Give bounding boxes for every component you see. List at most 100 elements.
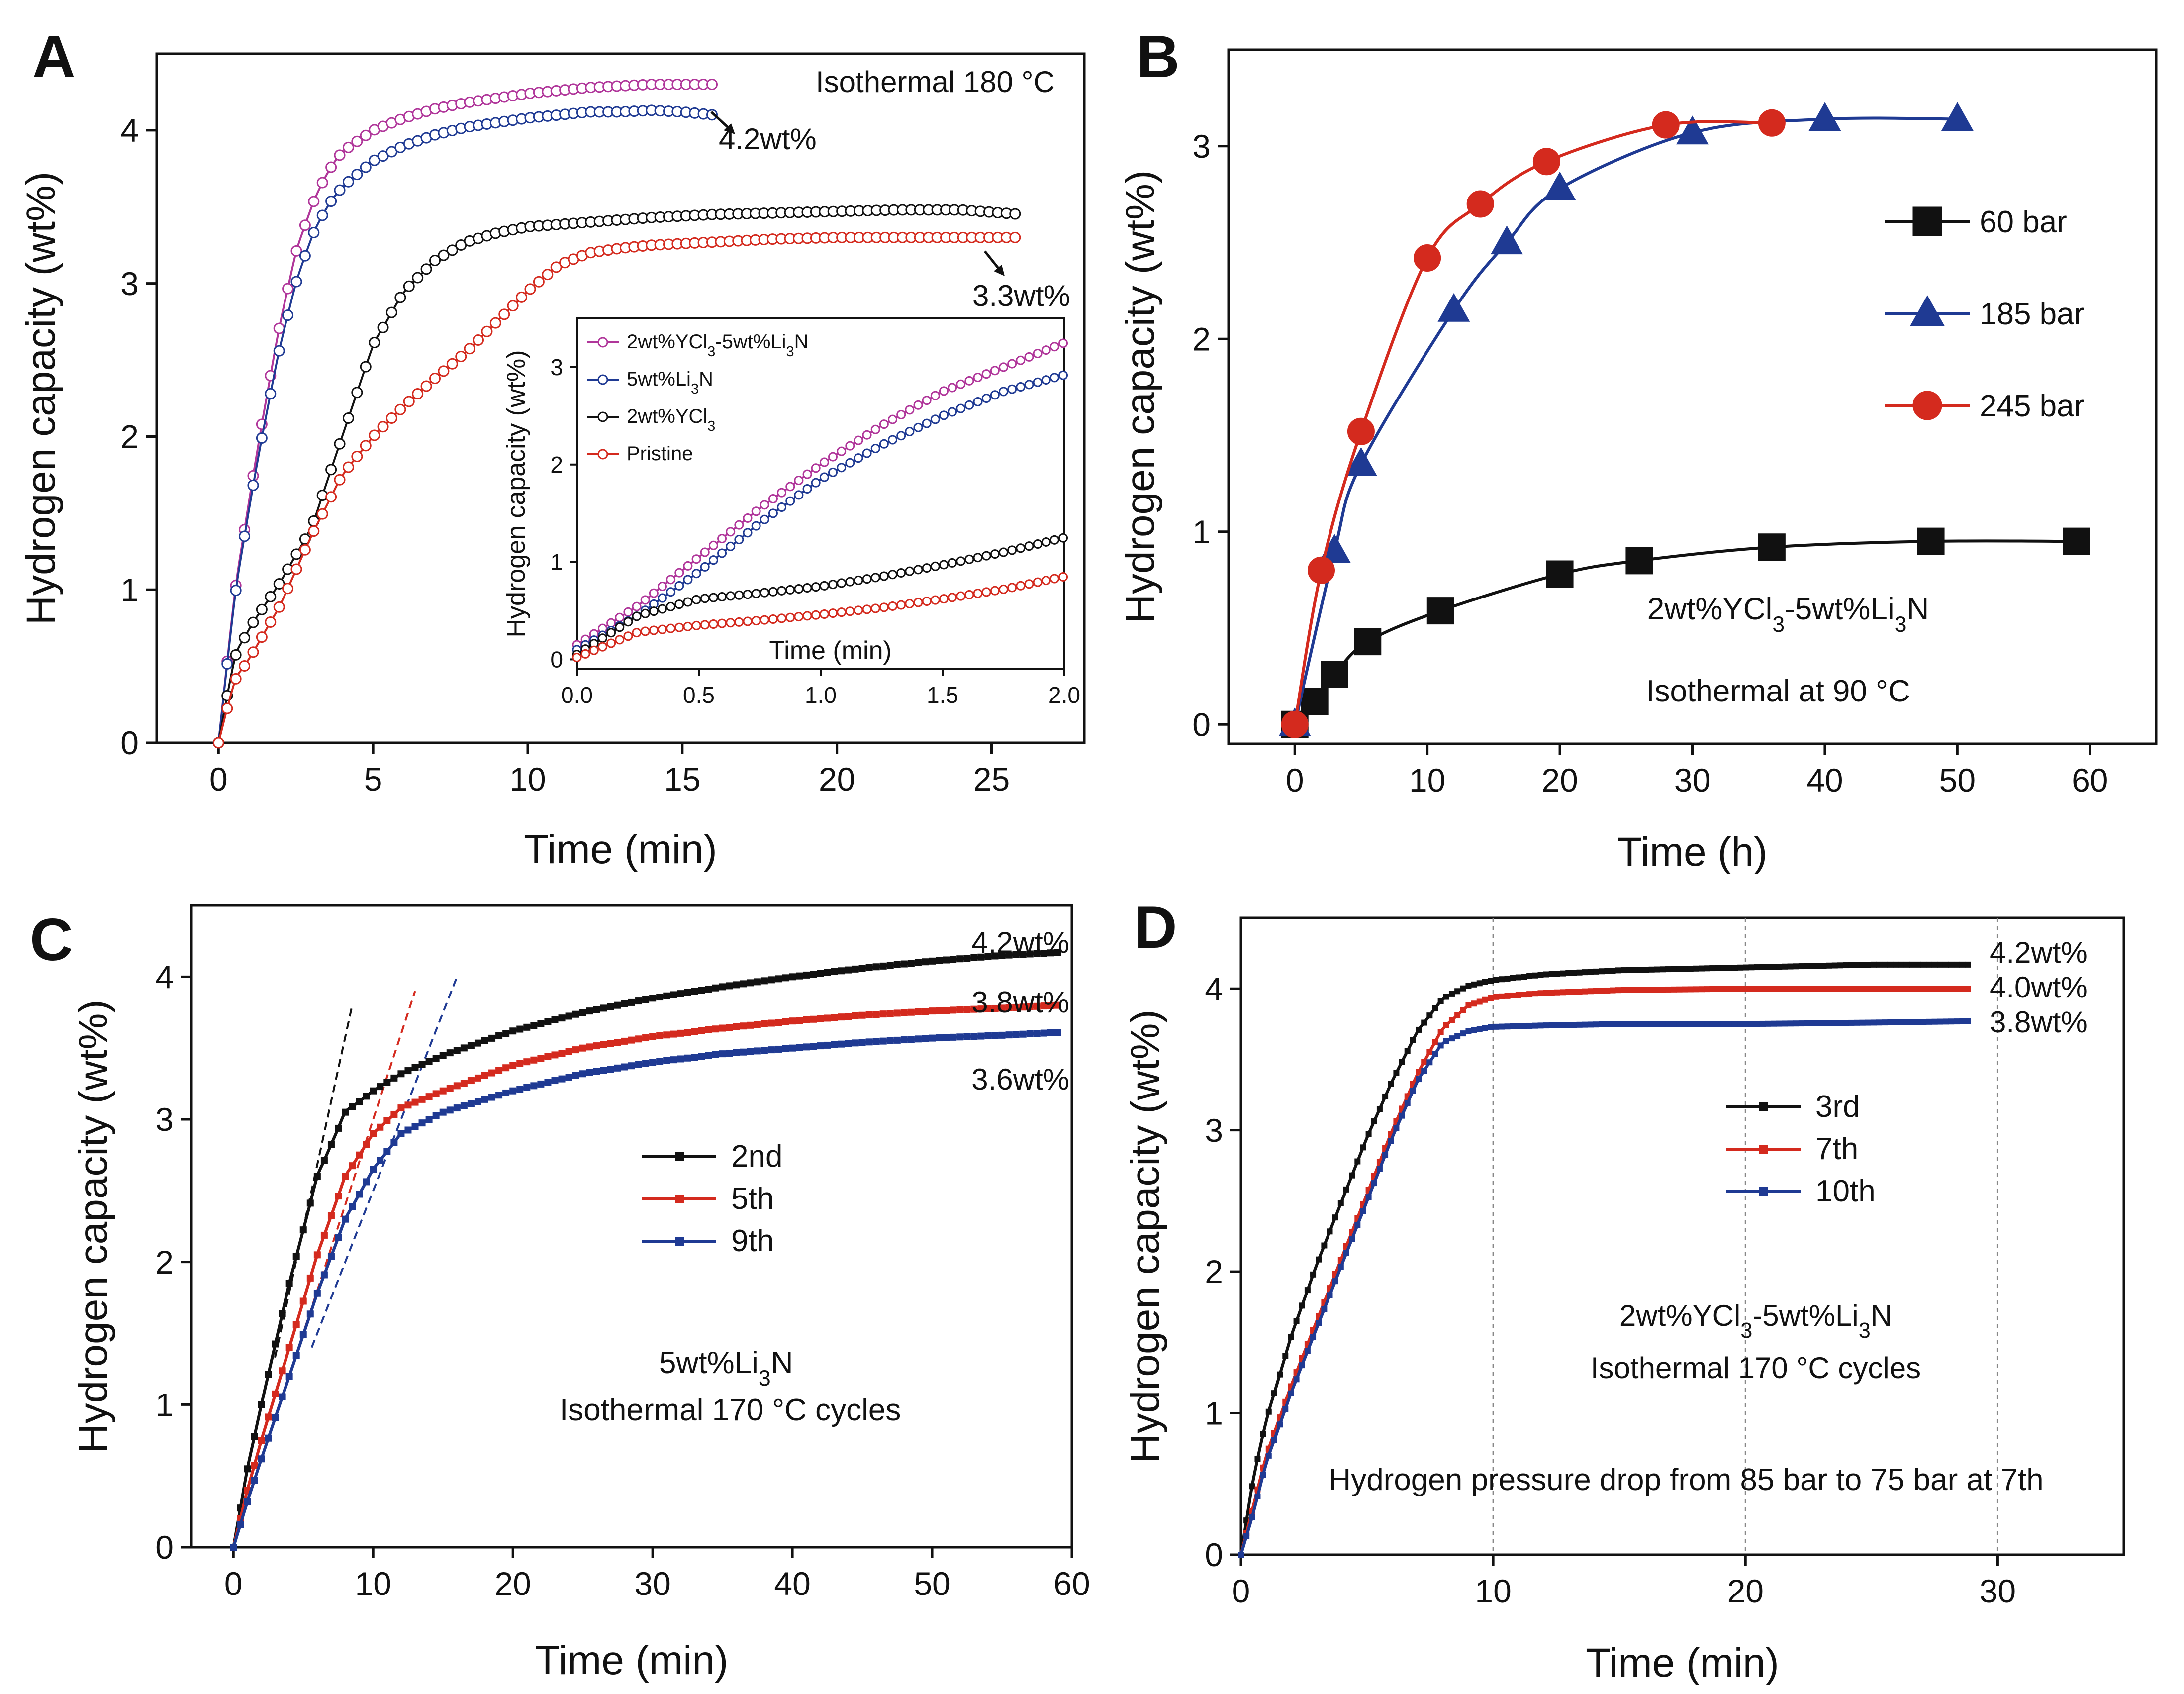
series-9th-point — [900, 1036, 908, 1044]
series-9th-point — [306, 1310, 314, 1318]
series-9th-point — [537, 1080, 545, 1088]
series-2nd-point — [537, 1020, 545, 1027]
series-10th-point — [1504, 1023, 1511, 1030]
series-2nd-point — [907, 960, 915, 967]
inset-series-2wt%YCl3-point — [606, 628, 616, 638]
inset-series-Pristine-point — [606, 638, 616, 648]
series-5th-point — [265, 1413, 272, 1421]
inset-series-5wt%Li3N-point — [802, 484, 812, 494]
series-5th-point — [285, 1344, 293, 1351]
inset-series-2wt%YCl3-5wt%Li3N-point — [1007, 359, 1017, 369]
series-5th-point — [1019, 1003, 1027, 1011]
series-2nd-point — [1033, 950, 1041, 957]
series-3rd-point — [1537, 972, 1544, 978]
series-9th-point — [760, 1047, 768, 1054]
x-tick-label: 20 — [819, 761, 855, 797]
series-2nd-point — [970, 954, 978, 961]
series-10th-point — [1637, 1021, 1644, 1027]
inset-series-5wt%Li3N-point — [726, 541, 736, 551]
series-5th-point — [796, 1017, 803, 1024]
series-5th-point — [320, 1231, 328, 1239]
series-3rd-point — [1820, 963, 1827, 969]
inset-series-2wt%YCl3-5wt%Li3N-point — [708, 540, 718, 550]
inset-series-5wt%Li3N-point — [743, 528, 753, 538]
series-3rd-point — [1504, 975, 1511, 982]
inset-series-2wt%YCl3-5wt%Li3N-point — [700, 547, 710, 557]
series-5wt%Li3N-point — [308, 226, 320, 238]
series-3rd-point — [1915, 961, 1921, 968]
inset-series-2wt%YCl3-point — [1016, 543, 1026, 553]
inset-series-5wt%Li3N-point — [734, 535, 744, 545]
series-10th-point — [1731, 1021, 1738, 1027]
series-9th-point — [775, 1045, 782, 1053]
series-Pristine-point — [325, 491, 337, 503]
annotation-3-3wt: 3.3wt% — [972, 279, 1070, 312]
series-2nd-point — [551, 1016, 559, 1023]
series-10th-point — [1798, 1020, 1804, 1027]
series-2wt%YCl3-5wt%Li3N-point — [299, 219, 311, 231]
series-10th-point — [1693, 1021, 1699, 1027]
series-10th-point — [1476, 1026, 1483, 1032]
series-9th-point — [397, 1130, 405, 1137]
series-9th-point — [292, 1352, 300, 1359]
series-7th-point — [1599, 988, 1605, 994]
series-5th-point — [299, 1297, 307, 1305]
legend-marker — [1759, 1145, 1768, 1154]
series-2wt%YCl3-5wt%Li3N-point — [334, 149, 346, 161]
series-9th-point — [586, 1069, 593, 1076]
series-7th-point — [1488, 995, 1494, 1001]
inset-series-Pristine-point — [896, 600, 906, 610]
series-Pristine-point — [455, 351, 467, 363]
arrow-head — [994, 265, 1005, 276]
series-Pristine-point — [351, 450, 363, 462]
series-185 bar-point — [1543, 171, 1576, 200]
series-7th-point — [1893, 986, 1899, 992]
y-axis-label: Hydrogen capacity (wt%) — [18, 172, 64, 625]
series-3rd-point — [1571, 970, 1577, 976]
series-10th-point — [1720, 1021, 1727, 1027]
series-10th-point — [1854, 1019, 1860, 1026]
series-7th-point — [1882, 986, 1888, 992]
inset-series-2wt%YCl3-point — [939, 560, 949, 570]
inset-series-2wt%YCl3-point — [879, 571, 889, 581]
series-10th-point — [1404, 1100, 1411, 1106]
series-10th-point — [1676, 1021, 1683, 1027]
series-5th-point — [363, 1141, 370, 1148]
series-3rd-point — [1965, 961, 1971, 968]
series-3rd-point — [1476, 980, 1483, 987]
series-7th-point — [1731, 986, 1738, 992]
subscript: 3 — [707, 344, 715, 360]
series-7th-point — [1543, 990, 1549, 996]
series-Pristine-point — [550, 261, 562, 273]
series-Pristine-point — [498, 308, 510, 320]
inset-series-2wt%YCl3-point — [811, 582, 821, 592]
inset-series-2wt%YCl3-5wt%Li3N-point — [930, 391, 940, 400]
series-9th-point — [621, 1063, 628, 1071]
series-5th-point — [865, 1011, 873, 1018]
series-7th-point — [1443, 1022, 1449, 1028]
series-10th-point — [1659, 1021, 1666, 1027]
series-9th-point — [607, 1066, 614, 1073]
inset-series-2wt%YCl3-point — [726, 591, 736, 601]
inset-series-2wt%YCl3-5wt%Li3N-point — [734, 520, 744, 530]
inset-series-Pristine-point — [589, 645, 599, 655]
inset-series-5wt%Li3N-point — [691, 569, 701, 579]
series-5th-line — [232, 1003, 1058, 1548]
series-7th-point — [1571, 989, 1577, 995]
series-10th-point — [1920, 1019, 1927, 1025]
series-5th-point — [670, 1030, 677, 1038]
series-9th-point — [663, 1057, 670, 1064]
x-tick-label: 0.5 — [683, 682, 715, 708]
series-9th-point — [865, 1038, 873, 1046]
annotation-isothermal: Isothermal at 90 °C — [1646, 674, 1910, 708]
series-10th-point — [1887, 1019, 1894, 1025]
inset-series-Pristine-point — [811, 610, 821, 620]
series-Pristine-point — [308, 525, 320, 537]
inset-series-5wt%Li3N-point — [1041, 375, 1051, 385]
series-2nd-point — [244, 1465, 251, 1473]
y-tick-label: 1 — [550, 549, 563, 575]
inset-series-2wt%YCl3-5wt%Li3N-point — [896, 409, 906, 419]
series-Pristine-point — [438, 365, 450, 377]
y-tick-label: 2 — [550, 452, 563, 478]
inset-series-2wt%YCl3-point — [1033, 539, 1043, 549]
